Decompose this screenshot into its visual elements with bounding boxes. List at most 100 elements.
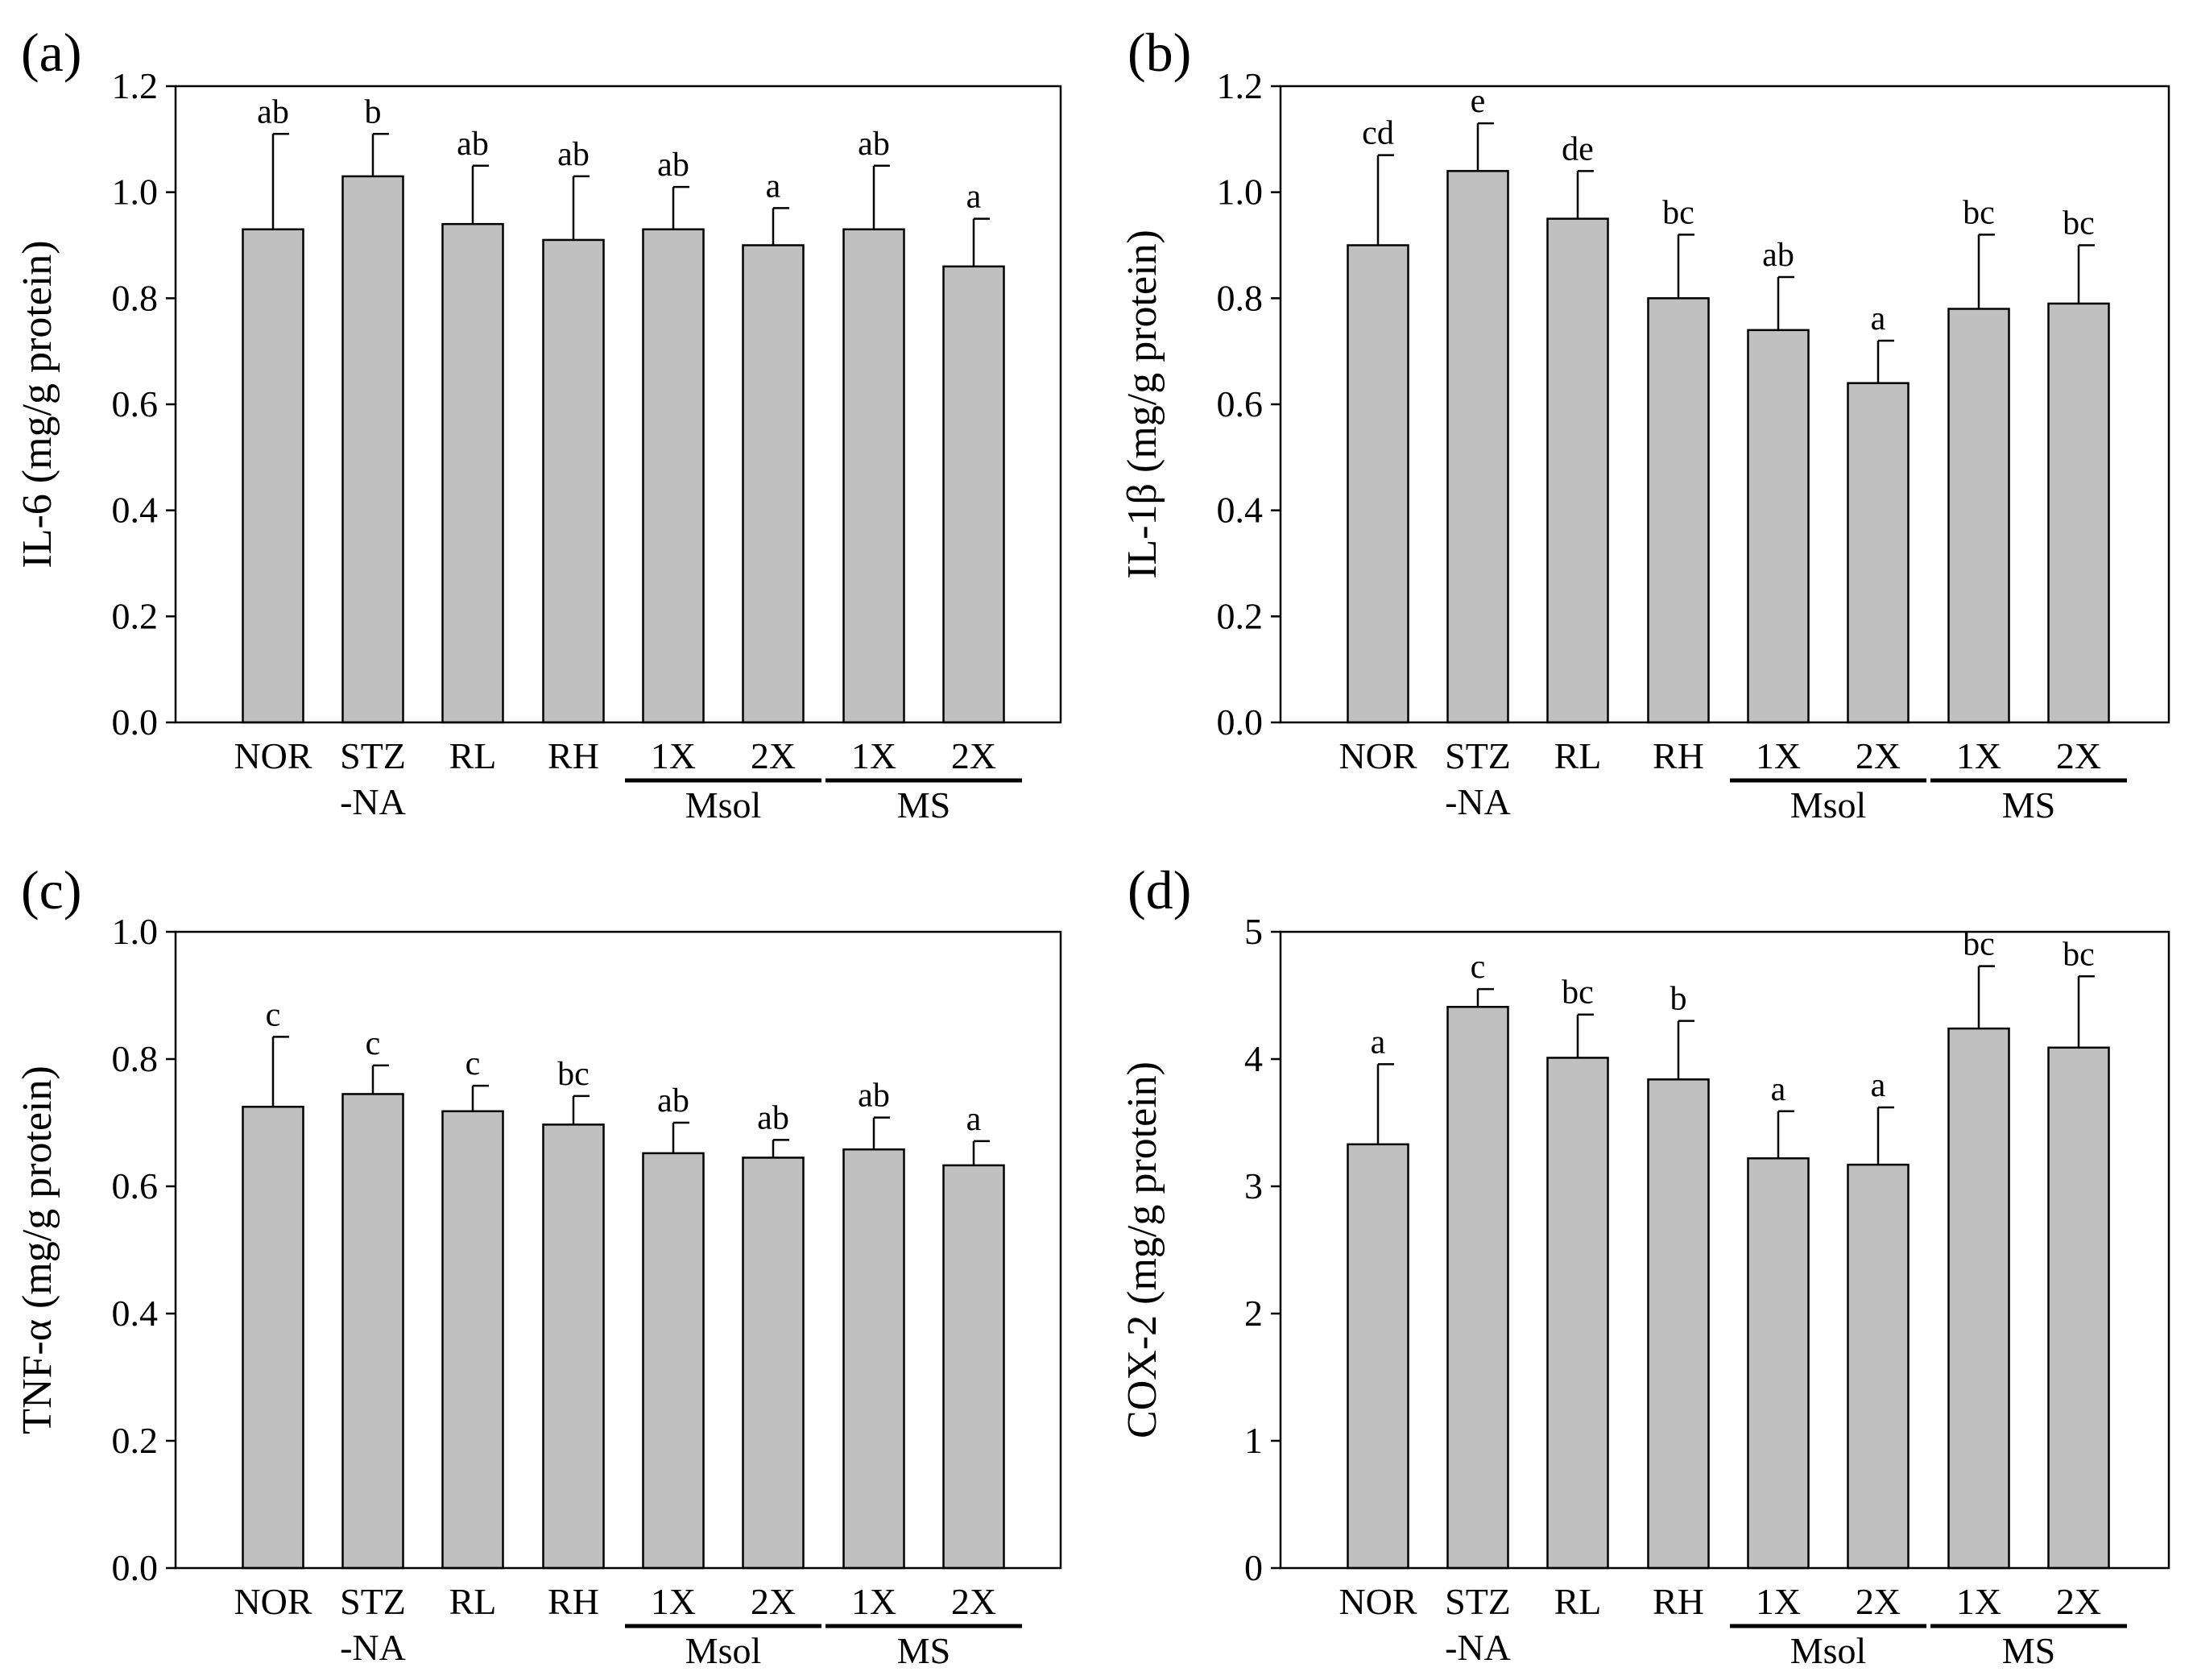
significance-label: a bbox=[1371, 1024, 1386, 1061]
panel-label: (a) bbox=[21, 22, 81, 83]
significance-label: de bbox=[1562, 130, 1594, 168]
category-label: RL bbox=[449, 735, 497, 776]
y-tick-label: 0.6 bbox=[1217, 383, 1264, 424]
group-label: Msol bbox=[685, 784, 762, 826]
significance-label: ab bbox=[657, 147, 689, 184]
significance-label: ab bbox=[457, 126, 489, 163]
error-bar bbox=[1876, 1106, 1894, 1165]
error-bar bbox=[1876, 339, 1894, 383]
bar bbox=[441, 1110, 504, 1570]
error-bar bbox=[1376, 154, 1394, 246]
category-sublabel: -NA bbox=[340, 781, 406, 822]
category-label: 1X bbox=[651, 1581, 696, 1622]
category-label: 1X bbox=[651, 735, 696, 776]
error-bar bbox=[772, 1139, 789, 1158]
plot-frame bbox=[174, 930, 1062, 1570]
bar bbox=[1947, 308, 2010, 724]
error-bar bbox=[672, 1121, 689, 1153]
bar bbox=[742, 1157, 805, 1570]
y-tick-label: 0.8 bbox=[112, 1038, 159, 1079]
bar bbox=[742, 244, 805, 724]
significance-label: cd bbox=[1362, 115, 1394, 152]
category-label: STZ bbox=[1445, 1581, 1511, 1622]
y-axis-title: TNF-α (mg/g protein) bbox=[14, 1066, 60, 1434]
error-bar bbox=[1576, 1013, 1594, 1058]
y-tick-label: 0.2 bbox=[112, 595, 159, 636]
category-label: STZ bbox=[1445, 735, 1511, 776]
error-bar bbox=[1977, 234, 1995, 309]
significance-label: ab bbox=[757, 1099, 789, 1136]
significance-label: c bbox=[266, 996, 281, 1033]
group-label: MS bbox=[897, 784, 950, 826]
category-label: 2X bbox=[1856, 1581, 1901, 1622]
significance-label: ab bbox=[557, 136, 590, 173]
y-tick-label: 0.2 bbox=[1217, 595, 1264, 636]
bar bbox=[1747, 329, 1810, 724]
y-tick-label: 1.2 bbox=[1217, 65, 1264, 106]
significance-label: a bbox=[966, 1101, 982, 1138]
y-tick-label: 4 bbox=[1244, 1038, 1263, 1079]
group-label: MS bbox=[2002, 1630, 2055, 1671]
y-tick-label: 0.8 bbox=[112, 277, 159, 318]
category-label: 1X bbox=[851, 735, 896, 776]
category-label: RL bbox=[449, 1581, 497, 1622]
y-tick-label: 2 bbox=[1244, 1293, 1263, 1334]
bar bbox=[942, 1164, 1005, 1570]
error-bar bbox=[572, 175, 590, 240]
y-tick-label: 5 bbox=[1244, 911, 1263, 952]
significance-label: b bbox=[365, 93, 382, 130]
category-label: NOR bbox=[234, 1581, 312, 1622]
bar bbox=[341, 175, 404, 724]
significance-label: a bbox=[766, 168, 781, 205]
category-label: NOR bbox=[1339, 1581, 1417, 1622]
significance-label: ab bbox=[858, 1078, 890, 1115]
bar bbox=[942, 265, 1005, 724]
bar bbox=[542, 238, 605, 724]
significance-label: bc bbox=[1662, 194, 1694, 231]
category-label: STZ bbox=[340, 735, 406, 776]
error-bar bbox=[2077, 244, 2095, 304]
bar bbox=[1546, 1057, 1609, 1570]
error-bar bbox=[1777, 1110, 1794, 1159]
group-label: Msol bbox=[685, 1630, 762, 1671]
category-label: 1X bbox=[1756, 1581, 1801, 1622]
bar bbox=[1847, 382, 1910, 724]
bar bbox=[842, 1148, 905, 1570]
group-label: Msol bbox=[1790, 784, 1867, 826]
y-tick-label: 1.2 bbox=[112, 65, 159, 106]
chart-panel-2: (b) cd e de bc ab a bc bc 0.0 0.2 0.4 0.6 0.8 1.0 1.2 IL… bbox=[1119, 22, 2170, 826]
error-bar bbox=[471, 164, 489, 225]
error-bar bbox=[271, 133, 289, 230]
significance-label: a bbox=[966, 179, 982, 216]
significance-label: bc bbox=[557, 1056, 590, 1093]
category-label: RL bbox=[1554, 1581, 1602, 1622]
significance-label: c bbox=[465, 1045, 481, 1082]
bar bbox=[1947, 1027, 2010, 1570]
error-bar bbox=[872, 1116, 890, 1150]
error-bar bbox=[2077, 975, 2095, 1048]
significance-label: a bbox=[1871, 300, 1886, 337]
significance-label: c bbox=[366, 1025, 381, 1062]
error-bar bbox=[1376, 1063, 1394, 1144]
category-label: 1X bbox=[1756, 735, 1801, 776]
bar bbox=[642, 1152, 705, 1570]
chart-panel-1: (a) ab b ab ab ab a ab a 0.0 0.2 0.4 0.6 0.8 1.0 1.2 IL-… bbox=[14, 22, 1062, 826]
error-bar bbox=[1476, 987, 1494, 1008]
y-tick-label: 0.6 bbox=[112, 383, 159, 424]
significance-label: a bbox=[1871, 1067, 1886, 1104]
panel-label: (c) bbox=[21, 859, 81, 921]
category-label: 2X bbox=[2056, 735, 2101, 776]
error-bar bbox=[371, 133, 389, 176]
y-tick-label: 1.0 bbox=[112, 911, 159, 952]
error-bar bbox=[572, 1094, 590, 1125]
category-label: 1X bbox=[1956, 1581, 2001, 1622]
significance-label: ab bbox=[257, 93, 289, 130]
category-label: NOR bbox=[1339, 735, 1417, 776]
category-label: RH bbox=[548, 1581, 599, 1622]
category-label: 1X bbox=[1956, 735, 2001, 776]
category-sublabel: -NA bbox=[1445, 1627, 1511, 1668]
significance-label: ab bbox=[1762, 237, 1794, 274]
error-bar bbox=[1977, 965, 1995, 1029]
y-axis-title: IL-6 (mg/g protein) bbox=[14, 240, 60, 568]
